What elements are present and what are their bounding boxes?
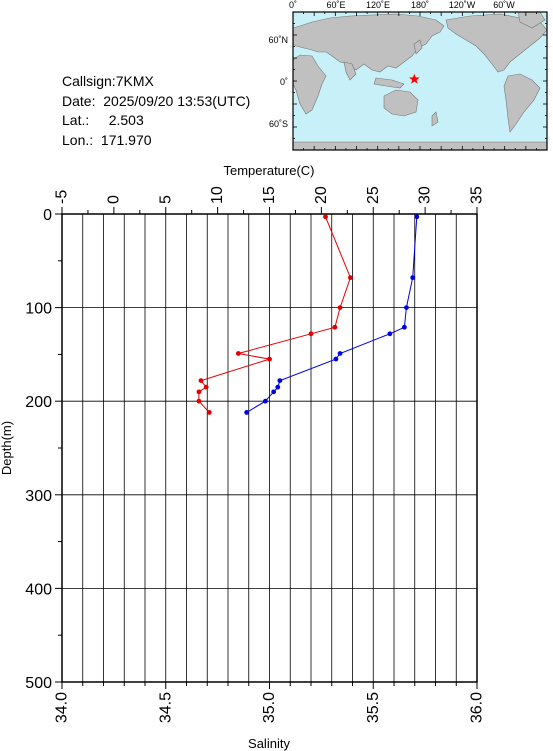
map-lon-label-0: 0˚: [289, 0, 297, 10]
temperature-point: [196, 389, 202, 395]
salinity-tick-label: 36.0: [469, 692, 486, 723]
lat-row: Lat.: 2.503: [62, 111, 250, 131]
temperature-tick-label: 20: [313, 186, 330, 204]
salinity-tick-label: 35.5: [365, 692, 382, 723]
date-value: 2025/09/20 13:53(UTC): [103, 92, 251, 109]
temperature-axis-title: Temperature(C): [223, 163, 314, 178]
map-lat-label-60s: 60˚S: [269, 119, 288, 129]
salinity-point: [337, 351, 343, 356]
star-icon: [409, 73, 420, 84]
lat-value: 2.503: [108, 112, 144, 128]
date-row: Date: 2025/09/20 13:53(UTC): [62, 92, 250, 112]
map-land: [292, 11, 548, 151]
temperature-point: [337, 305, 343, 310]
temperature-tick-label: 35: [469, 186, 486, 204]
temperature-line: [198, 216, 351, 413]
temperature-tick-label: 5: [157, 195, 174, 204]
lon-value: 171.970: [100, 131, 152, 148]
temperature-tick-label: 10: [209, 186, 226, 204]
map-lon-label-120e: 120˚E: [366, 0, 390, 10]
salinity-axis-title: Salinity: [248, 736, 290, 751]
land-japan: [413, 39, 423, 55]
temperature-tick-label: 30: [417, 186, 434, 204]
salinity-point: [333, 356, 339, 362]
map-lon-label-60e: 60˚E: [326, 0, 345, 10]
salinity-point: [277, 378, 283, 384]
temperature-point: [267, 356, 272, 362]
map-ticks: [292, 11, 548, 151]
salinity-point: [387, 331, 393, 337]
salinity-point: [275, 384, 281, 390]
land-eurasia: [292, 13, 445, 73]
map-lon-label-180: 180˚: [411, 0, 429, 10]
temperature-point: [308, 331, 314, 337]
depth-tick-label: 500: [25, 675, 52, 692]
land-south-america: [503, 73, 541, 133]
map-lat-label-0: 0˚: [280, 77, 288, 87]
land-australia: [383, 89, 419, 117]
salinity-point: [244, 410, 250, 415]
depth-tick-label: 400: [25, 581, 52, 598]
land-africa: [292, 54, 327, 115]
salinity-point: [404, 305, 409, 310]
land-india: [343, 61, 357, 81]
salinity-point: [271, 389, 277, 395]
depth-axis-title: Depth(m): [0, 421, 14, 475]
land-indonesia: [373, 77, 405, 89]
salinity-point: [410, 275, 416, 281]
land-new-zealand: [431, 111, 439, 127]
date-label: Date:: [62, 92, 96, 109]
callsign-label: Callsign:: [62, 73, 116, 89]
salinity-point: [262, 398, 268, 404]
chart-series: [196, 214, 420, 415]
map-lat-label-60n: 60˚N: [268, 35, 288, 45]
temperature-point: [348, 275, 353, 281]
depth-tick-label: 200: [25, 394, 52, 411]
depth-tick-label: 0: [43, 207, 52, 224]
lon-row: Lon.: 171.970: [62, 131, 250, 151]
lat-label: Lat.:: [62, 112, 90, 128]
station-info: Callsign:7KMX Date: 2025/09/20 13:53(UTC…: [62, 72, 250, 150]
temperature-point: [196, 398, 202, 404]
temperature-point: [332, 324, 338, 330]
chart-grid: [62, 214, 477, 682]
map-lon-label-60w: 60˚W: [493, 0, 515, 10]
salinity-tick-label: 34.0: [54, 692, 71, 723]
temperature-point: [323, 214, 328, 220]
depth-tick-label: 300: [25, 488, 52, 505]
depth-tick-label: 100: [25, 301, 52, 318]
salinity-point: [414, 214, 420, 220]
salinity-tick-label: 34.5: [157, 692, 174, 723]
temperature-tick-label: -5: [54, 190, 71, 204]
temperature-tick-label: 25: [365, 186, 382, 204]
temperature-tick-label: 0: [105, 195, 122, 204]
temperature-point: [235, 351, 241, 356]
callsign-row: Callsign:7KMX: [62, 72, 250, 92]
temperature-tick-label: 15: [261, 186, 278, 204]
callsign-value: 7KMX: [115, 73, 154, 89]
map-lon-label-120w: 120˚W: [449, 0, 476, 10]
temperature-point: [198, 378, 204, 384]
salinity-point: [401, 324, 407, 330]
salinity-tick-label: 35.0: [261, 692, 278, 723]
temperature-point: [203, 384, 209, 390]
lon-label: Lon.:: [62, 131, 94, 148]
temperature-point: [206, 410, 212, 415]
